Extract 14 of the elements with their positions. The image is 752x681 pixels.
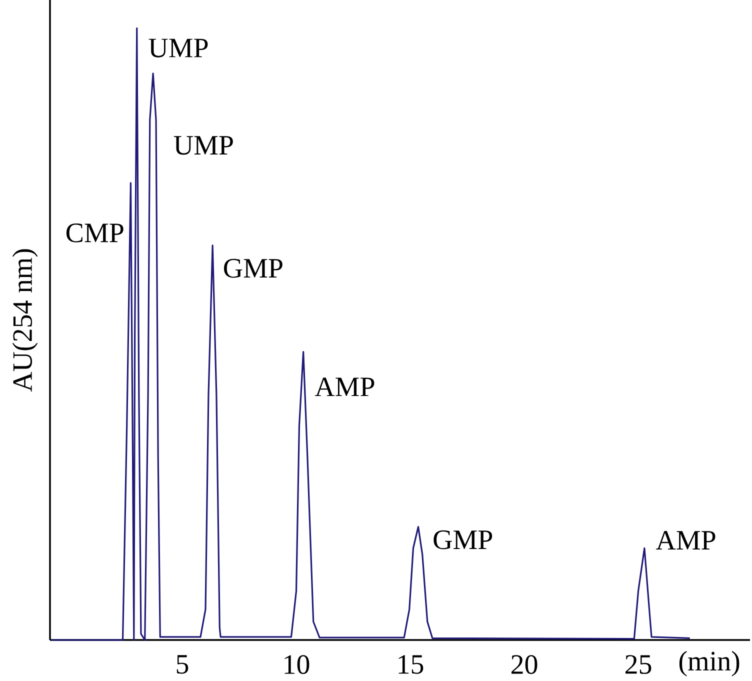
annotation: AMP — [314, 378, 374, 396]
y-axis-title: AU(254 nm) — [12, 249, 38, 392]
x-axis-title: (min) — [679, 650, 740, 676]
x-tick-label: 25 — [626, 655, 652, 674]
annotation: GMP — [434, 530, 492, 550]
annotation: CMP — [66, 224, 124, 242]
x-tick-label: 5 — [176, 655, 188, 674]
x-tick-label: 10 — [284, 655, 310, 674]
annotation: UMP — [148, 38, 208, 58]
annotation: GMP — [224, 258, 282, 278]
annotation: UMP — [174, 136, 233, 155]
x-tick-label: 15 — [398, 655, 424, 674]
annotation: AMP — [656, 530, 716, 550]
x-tick-label: 20 — [512, 655, 538, 674]
